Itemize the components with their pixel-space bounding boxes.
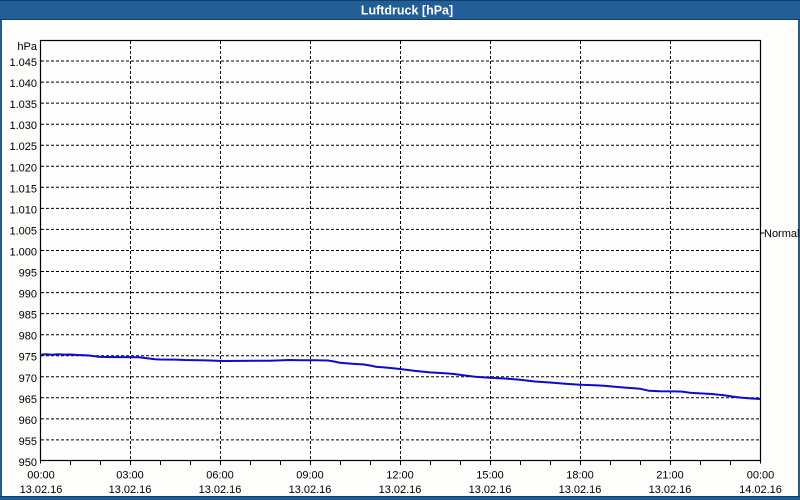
svg-text:1.035: 1.035 [9,99,37,111]
svg-text:985: 985 [19,310,37,322]
svg-text:1.045: 1.045 [9,57,37,69]
svg-text:21:00: 21:00 [656,470,684,482]
svg-text:06:00: 06:00 [206,470,234,482]
svg-text:13.02.16: 13.02.16 [199,484,242,496]
svg-text:965: 965 [19,394,37,406]
svg-text:00:00: 00:00 [27,470,55,482]
svg-text:950: 950 [19,457,37,469]
svg-text:18:00: 18:00 [566,470,594,482]
svg-text:hPa: hPa [17,41,37,53]
svg-text:1.020: 1.020 [9,162,37,174]
svg-text:955: 955 [19,436,37,448]
svg-text:990: 990 [19,289,37,301]
svg-text:12:00: 12:00 [386,470,414,482]
svg-text:1.005: 1.005 [9,225,37,237]
svg-text:13.02.16: 13.02.16 [559,484,602,496]
svg-text:13.02.16: 13.02.16 [20,484,63,496]
svg-text:14.02.16: 14.02.16 [739,484,782,496]
svg-text:Luftdruck [hPa]: Luftdruck [hPa] [361,4,453,18]
svg-text:1.000: 1.000 [9,247,37,259]
svg-text:970: 970 [19,373,37,385]
svg-text:975: 975 [19,352,37,364]
svg-text:13.02.16: 13.02.16 [289,484,332,496]
svg-text:1.025: 1.025 [9,141,37,153]
svg-text:1.010: 1.010 [9,204,37,216]
svg-text:960: 960 [19,415,37,427]
svg-text:13.02.16: 13.02.16 [109,484,152,496]
svg-text:995: 995 [19,268,37,280]
svg-text:15:00: 15:00 [476,470,504,482]
svg-text:13.02.16: 13.02.16 [379,484,422,496]
svg-text:03:00: 03:00 [116,470,144,482]
svg-text:00:00: 00:00 [747,470,775,482]
svg-text:Normal: Normal [764,228,799,240]
svg-text:1.015: 1.015 [9,183,37,195]
svg-text:13.02.16: 13.02.16 [649,484,692,496]
svg-text:1.030: 1.030 [9,120,37,132]
svg-text:1.040: 1.040 [9,78,37,90]
svg-text:980: 980 [19,331,37,343]
svg-text:13.02.16: 13.02.16 [469,484,512,496]
svg-text:09:00: 09:00 [296,470,324,482]
